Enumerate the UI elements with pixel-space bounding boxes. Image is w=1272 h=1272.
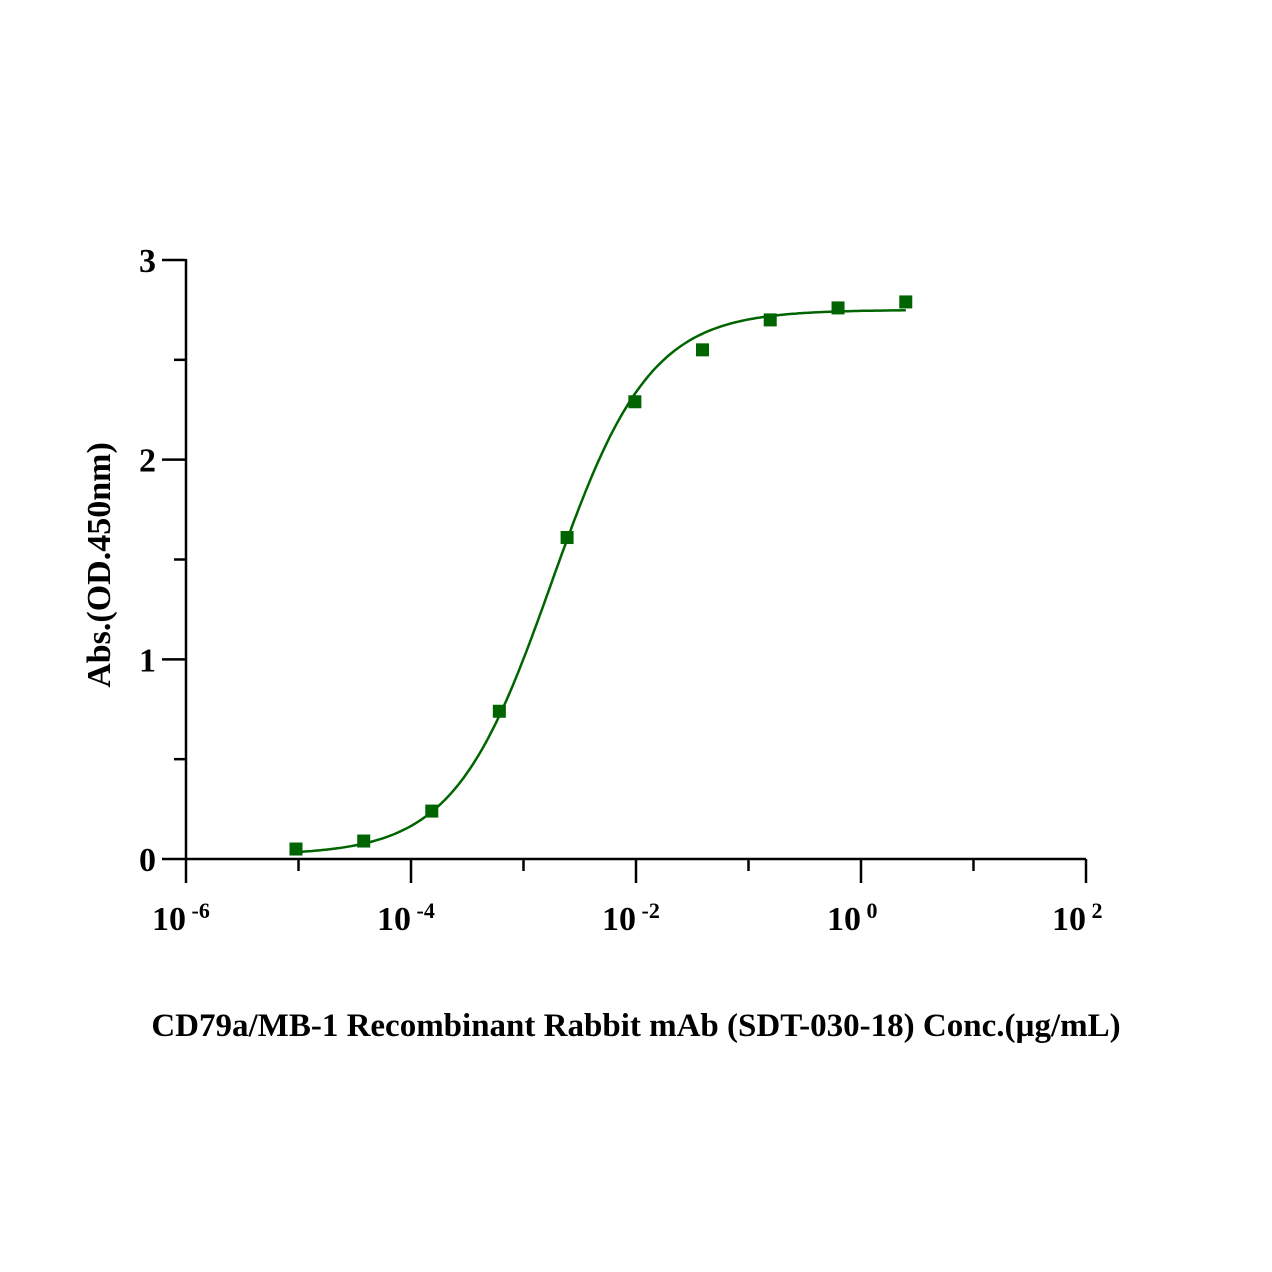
x-tick-label: 10 -4 — [377, 898, 435, 938]
y-tick-label: 1 — [139, 642, 156, 679]
data-point — [899, 295, 913, 309]
data-point — [831, 301, 845, 315]
data-point — [763, 313, 777, 327]
x-tick-label: 10 -6 — [152, 898, 210, 938]
data-point — [628, 395, 642, 409]
y-tick-label: 2 — [139, 443, 156, 480]
y-tick-label: 3 — [139, 243, 156, 280]
y-axis-label: Abs.(OD.450nm) — [81, 442, 118, 688]
x-axis-label: CD79a/MB-1 Recombinant Rabbit mAb (SDT-0… — [151, 1008, 1120, 1044]
data-points — [289, 295, 913, 856]
data-point — [289, 842, 303, 856]
fit-curve — [295, 309, 906, 854]
data-point — [492, 704, 506, 718]
y-tick-label: 0 — [139, 842, 156, 879]
x-tick-label: 10 2 — [1052, 898, 1103, 938]
data-point — [425, 804, 439, 818]
data-point — [695, 343, 709, 357]
data-point — [560, 531, 574, 545]
x-tick-label: 10 0 — [827, 898, 878, 938]
x-tick-label: 10 -2 — [602, 898, 660, 938]
data-point — [357, 834, 371, 848]
